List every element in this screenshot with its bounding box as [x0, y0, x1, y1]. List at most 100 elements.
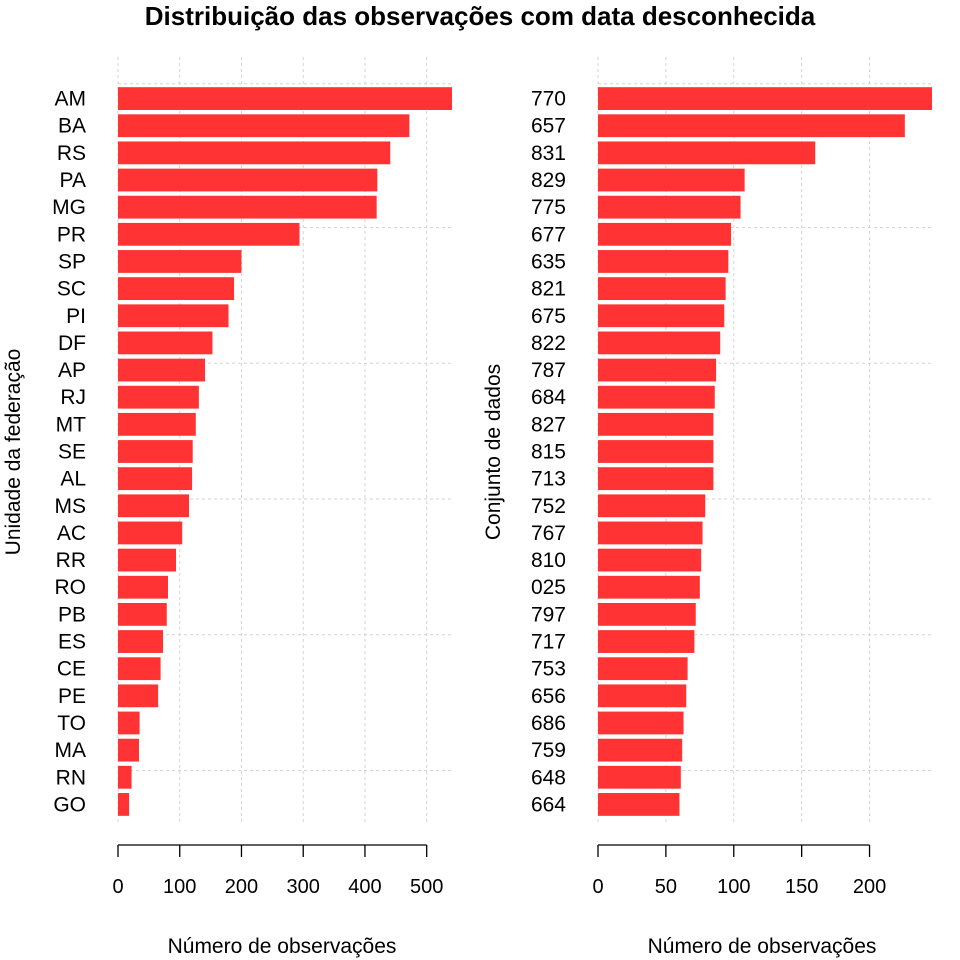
bar: [598, 385, 715, 409]
category-label: 713: [531, 468, 566, 491]
bar: [598, 141, 816, 165]
x-tick-label: 500: [410, 876, 443, 898]
bar: [598, 467, 714, 491]
category-label: BA: [58, 115, 86, 138]
category-label: 025: [531, 576, 566, 599]
bar: [118, 575, 169, 599]
bar: [118, 141, 391, 165]
category-label: 767: [531, 522, 566, 545]
x-tick-label: 150: [785, 876, 818, 898]
bar: [118, 385, 199, 409]
category-label: AP: [58, 359, 86, 382]
category-label: 810: [531, 549, 566, 572]
bar: [598, 575, 700, 599]
x-tick-label: 0: [112, 876, 123, 898]
category-label: RN: [56, 766, 86, 789]
bar: [118, 765, 132, 789]
bar: [598, 195, 741, 219]
category-label: PR: [57, 223, 86, 246]
bar: [118, 521, 183, 545]
bar: [118, 657, 161, 681]
category-label: 787: [531, 359, 566, 382]
bar: [118, 412, 196, 436]
category-label: 752: [531, 495, 566, 518]
category-label: DF: [58, 332, 86, 355]
category-label: 821: [531, 278, 566, 301]
category-label: 829: [531, 169, 566, 192]
bar: [598, 630, 695, 653]
category-label: 675: [531, 305, 566, 328]
bar: [118, 331, 213, 355]
category-label: AC: [57, 522, 86, 545]
category-label: PE: [58, 685, 86, 708]
bar: [118, 440, 193, 463]
bar: [598, 793, 680, 816]
category-label: RR: [56, 549, 86, 572]
x-axis-label: Número de observações: [648, 935, 877, 958]
bar: [118, 168, 378, 192]
category-label: ES: [58, 631, 86, 654]
bar: [118, 548, 177, 572]
category-label: CE: [57, 658, 86, 681]
bar: [118, 738, 139, 762]
bar: [598, 440, 714, 463]
category-label: TO: [57, 712, 86, 735]
bar: [598, 738, 683, 762]
x-tick-label: 400: [348, 876, 381, 898]
bar: [118, 684, 159, 708]
bar: [118, 114, 410, 138]
y-axis-label: Unidade da federação: [2, 349, 25, 556]
category-label: 827: [531, 413, 566, 436]
bar: [118, 494, 189, 518]
bar: [118, 222, 300, 246]
x-axis-label: Número de observações: [168, 935, 397, 958]
category-label: RJ: [60, 386, 86, 409]
category-label: SE: [58, 441, 86, 464]
bar: [118, 250, 242, 273]
bar: [598, 168, 745, 192]
category-label: 753: [531, 658, 566, 681]
category-label: SC: [57, 278, 86, 301]
bar: [598, 87, 932, 110]
category-label: 664: [531, 793, 566, 816]
x-tick-label: 100: [163, 876, 196, 898]
bar: [598, 250, 729, 273]
category-label: 677: [531, 223, 566, 246]
category-label: 831: [531, 142, 566, 165]
bar: [598, 412, 714, 436]
category-label: PI: [66, 305, 86, 328]
category-label: GO: [53, 793, 86, 816]
x-tick-label: 100: [717, 876, 750, 898]
category-label: AM: [55, 88, 87, 111]
category-label: AL: [60, 468, 86, 491]
bar: [118, 304, 229, 328]
bar: [118, 711, 140, 735]
bar: [598, 711, 684, 735]
bar: [598, 765, 681, 789]
bar: [598, 657, 688, 681]
bar: [598, 331, 721, 355]
bar: [118, 87, 452, 110]
category-label: 656: [531, 685, 566, 708]
bar: [598, 114, 905, 138]
bar: [118, 277, 235, 301]
x-tick-label: 200: [853, 876, 886, 898]
category-label: MS: [55, 495, 87, 518]
bar: [598, 684, 687, 708]
x-tick-label: 200: [225, 876, 258, 898]
bar: [118, 358, 206, 382]
category-label: 759: [531, 739, 566, 762]
bar: [598, 304, 725, 328]
bar: [598, 548, 702, 572]
category-label: 815: [531, 441, 566, 464]
category-label: 648: [531, 766, 566, 789]
bar: [118, 195, 377, 219]
x-tick-label: 300: [287, 876, 320, 898]
category-label: MG: [52, 196, 86, 219]
bar: [598, 494, 706, 518]
category-label: 686: [531, 712, 566, 735]
bar: [598, 602, 696, 626]
category-label: 770: [531, 88, 566, 111]
